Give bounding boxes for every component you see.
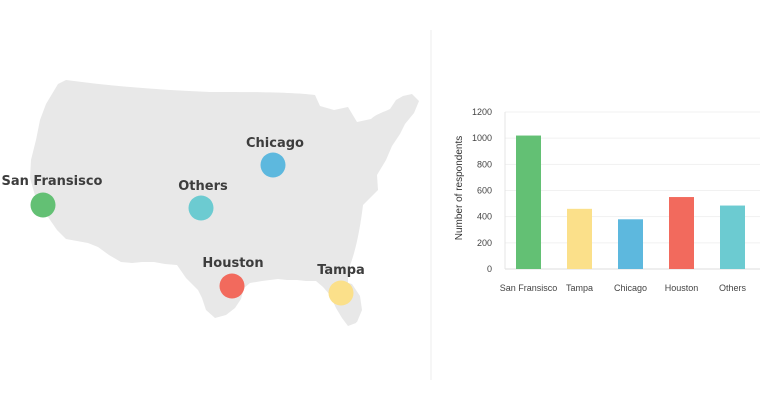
marker-label-tampa: Tampa bbox=[317, 263, 365, 278]
marker-tampa bbox=[328, 280, 354, 306]
bar-chart: 0 200 400 600 800 1000 1200 San Fransisco Tampa… bbox=[454, 107, 760, 293]
marker-san-fransisco bbox=[30, 192, 56, 218]
marker-others bbox=[188, 195, 214, 221]
x-tick-label-others: Others bbox=[719, 283, 747, 293]
x-tick-label-tampa: Tampa bbox=[566, 283, 593, 293]
x-tick-label-houston: Houston bbox=[665, 283, 699, 293]
bar-houston bbox=[669, 197, 694, 269]
bar-san-fransisco bbox=[516, 135, 541, 269]
y-tick-label: 0 bbox=[487, 264, 492, 274]
city-markers: San Fransisco Others Chicago Houston Tampa bbox=[2, 136, 365, 306]
bar-chicago bbox=[618, 219, 643, 269]
y-tick-label: 1000 bbox=[472, 133, 492, 143]
marker-houston bbox=[219, 273, 245, 299]
marker-chicago bbox=[260, 152, 286, 178]
usa-map-shape bbox=[30, 80, 419, 326]
y-tick-label: 200 bbox=[477, 238, 492, 248]
y-tick-label: 800 bbox=[477, 159, 492, 169]
y-axis-ticks: 0 200 400 600 800 1000 1200 bbox=[472, 107, 492, 274]
y-tick-label: 600 bbox=[477, 186, 492, 196]
y-tick-label: 1200 bbox=[472, 107, 492, 117]
x-tick-label-san-fransisco: San Fransisco bbox=[500, 283, 558, 293]
marker-label-chicago: Chicago bbox=[246, 136, 304, 151]
marker-label-others: Others bbox=[178, 179, 228, 194]
bar-tampa bbox=[567, 208, 592, 269]
y-tick-label: 400 bbox=[477, 212, 492, 222]
marker-label-san-fransisco: San Fransisco bbox=[2, 174, 103, 189]
marker-label-houston: Houston bbox=[202, 256, 263, 271]
y-axis-title: Number of respondents bbox=[454, 136, 465, 241]
bars bbox=[516, 135, 745, 269]
x-tick-label-chicago: Chicago bbox=[614, 283, 647, 293]
x-axis-ticks: San Fransisco Tampa Chicago Houston Others bbox=[500, 283, 747, 293]
bar-others bbox=[720, 205, 745, 269]
